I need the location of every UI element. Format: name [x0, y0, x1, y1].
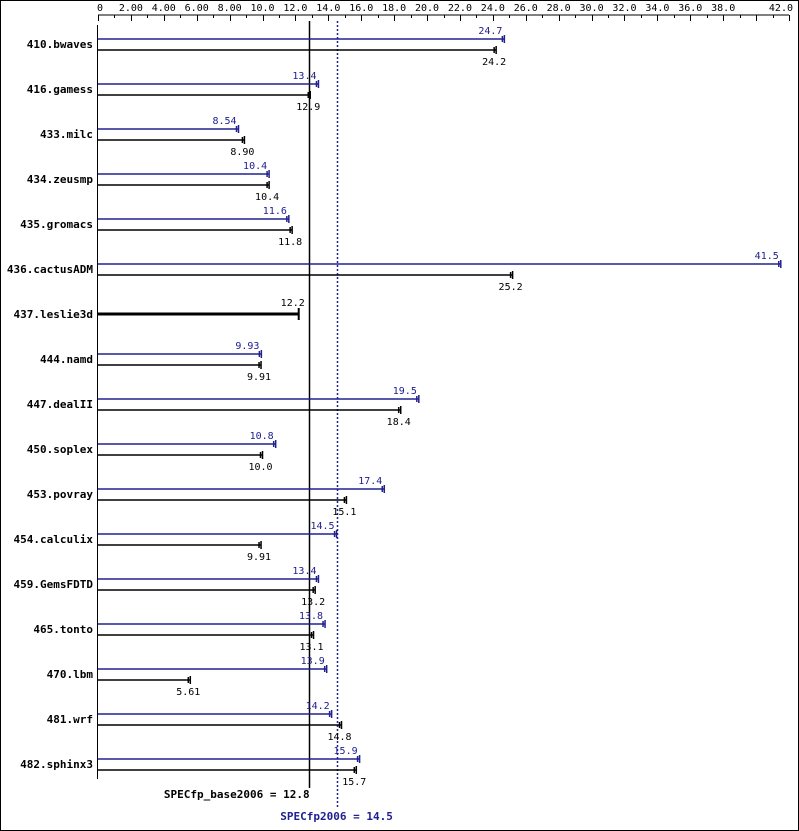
category-labels: 410.bwaves 416.gamess 433.milc 434.zeusmp 43… [7, 38, 93, 771]
x-tick-label: 28.0 [547, 3, 571, 14]
value-label-peak: 13.9 [301, 656, 325, 667]
base-summary-label: SPECfp_base2006 = 12.8 [164, 788, 310, 801]
x-tick-label: 24.0 [481, 3, 505, 14]
value-label-base: 11.8 [278, 237, 302, 248]
value-label-base: 18.4 [387, 417, 411, 428]
x-tick-label: 34.0 [645, 3, 669, 14]
value-label-peak: 14.5 [311, 521, 335, 532]
category-label: 437.leslie3d [14, 308, 93, 321]
value-label-base: 14.8 [327, 732, 351, 743]
peak-summary-label: SPECfp2006 = 14.5 [280, 810, 393, 823]
category-label: 410.bwaves [27, 38, 93, 51]
value-label-peak: 19.5 [393, 386, 417, 397]
category-label: 481.wrf [47, 713, 93, 726]
value-label-base: 15.7 [342, 777, 366, 788]
x-tick-label: 36.0 [678, 3, 702, 14]
category-label: 450.soplex [27, 443, 94, 456]
value-label-peak: 41.5 [755, 251, 779, 262]
x-tick-label: 42.0 [769, 3, 793, 14]
x-tick-label: 32.0 [612, 3, 636, 14]
value-label-peak: 10.4 [243, 161, 267, 172]
x-tick-label: 16.0 [349, 3, 373, 14]
value-label-peak: 13.4 [292, 71, 316, 82]
category-label: 434.zeusmp [27, 173, 94, 186]
category-label: 416.gamess [27, 83, 93, 96]
category-label: 454.calculix [14, 533, 94, 546]
category-label: 470.lbm [47, 668, 94, 681]
category-label: 447.dealII [27, 398, 93, 411]
category-label: 435.gromacs [20, 218, 93, 231]
value-label-base: 25.2 [499, 282, 523, 293]
value-label-base: 15.1 [332, 507, 356, 518]
value-label-base: 5.61 [176, 687, 200, 698]
category-label: 444.namd [40, 353, 93, 366]
x-tick-label: 20.0 [415, 3, 439, 14]
value-label-peak: 11.6 [263, 206, 287, 217]
x-tick-label: 10.0 [250, 3, 274, 14]
value-label-peak: 8.54 [212, 116, 236, 127]
x-tick-label: 6.00 [185, 3, 209, 14]
value-label-peak: 15.9 [334, 746, 358, 757]
value-label-base: 10.4 [255, 192, 279, 203]
value-label-base: 12.2 [281, 298, 305, 309]
x-tick-label: 22.0 [448, 3, 472, 14]
value-label-peak: 9.93 [235, 341, 259, 352]
x-tick-label: 2.00 [119, 3, 143, 14]
value-label-peak: 17.4 [358, 476, 382, 487]
x-tick-label: 38.0 [711, 3, 735, 14]
value-label-peak: 13.4 [292, 566, 316, 577]
category-label: 453.povray [27, 488, 94, 501]
value-label-peak: 13.8 [299, 611, 323, 622]
value-label-peak: 14.2 [306, 701, 330, 712]
category-label: 459.GemsFDTD [14, 578, 94, 591]
category-label: 465.tonto [33, 623, 93, 636]
x-tick-label: 12.0 [283, 3, 307, 14]
category-label: 482.sphinx3 [20, 758, 93, 771]
x-tick-label: 14.0 [316, 3, 340, 14]
category-label: 436.cactusADM [7, 263, 93, 276]
value-label-base: 13.2 [301, 597, 325, 608]
x-axis: 0 2.00 4.00 6.00 8.00 10.0 12.0 14.0 16.0 18.0 20.… [97, 3, 793, 779]
category-label: 433.milc [40, 128, 93, 141]
value-label-base: 8.90 [230, 147, 254, 158]
value-label-base: 9.91 [247, 552, 271, 563]
x-tick-label: 4.00 [152, 3, 176, 14]
value-label-peak: 24.7 [478, 26, 502, 37]
x-tick-label: 30.0 [580, 3, 604, 14]
summary-labels: SPECfp_base2006 = 12.8 SPECfp2006 = 14.5 [164, 788, 393, 823]
bars: 24.7 24.2 13.4 12.9 8.54 8.90 10.4 10.4 11.6 11.8… [98, 26, 782, 788]
value-label-base: 12.9 [296, 102, 320, 113]
value-label-base: 24.2 [482, 57, 506, 68]
value-label-peak: 10.8 [250, 431, 274, 442]
reference-lines [308, 21, 339, 808]
x-tick-label: 26.0 [514, 3, 538, 14]
x-tick-label: 18.0 [382, 3, 406, 14]
value-label-base: 10.0 [248, 462, 272, 473]
value-label-base: 13.1 [299, 642, 323, 653]
x-tick-label: 0 [97, 3, 103, 14]
value-label-base: 9.91 [247, 372, 271, 383]
x-tick-label: 8.00 [218, 3, 242, 14]
